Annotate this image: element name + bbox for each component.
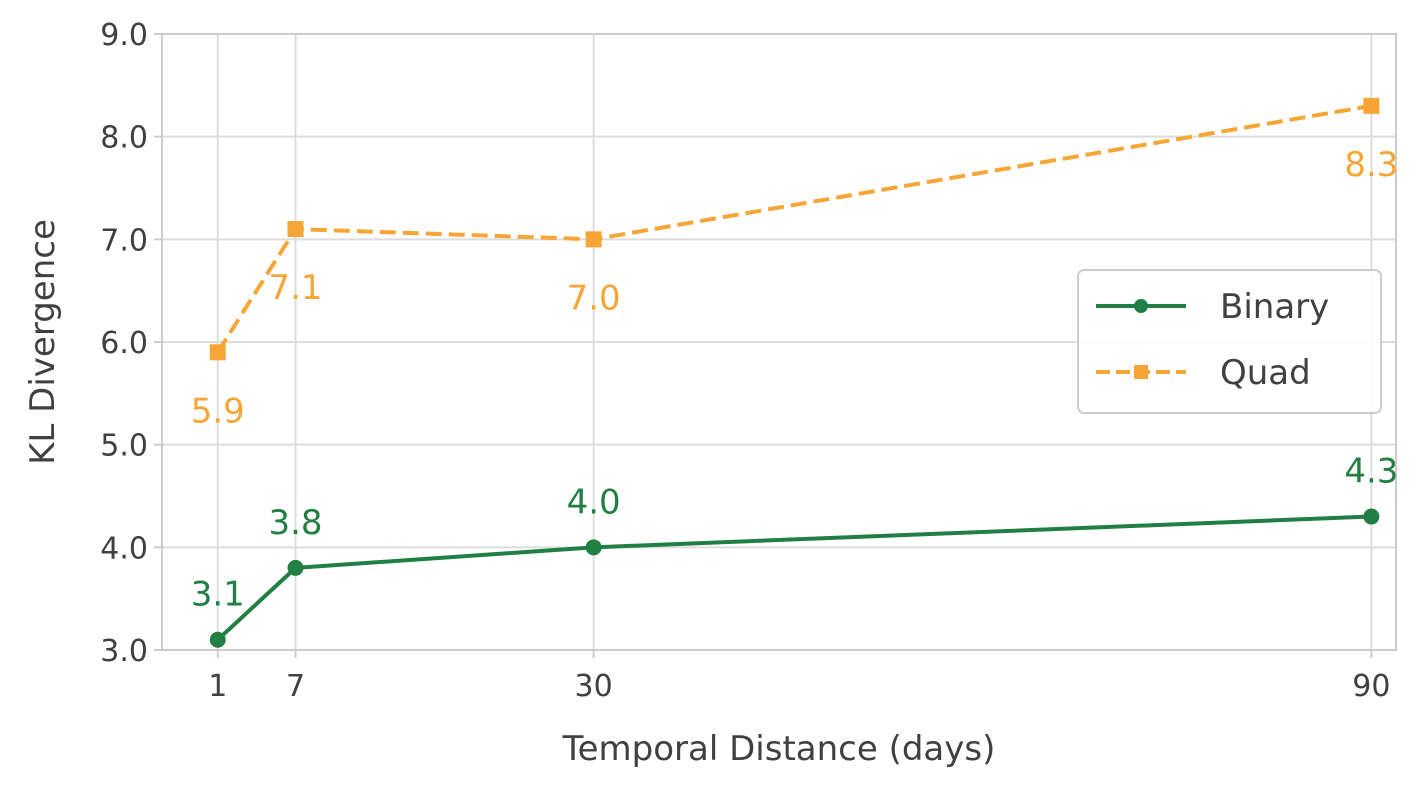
data-label-quad: 8.3 bbox=[1344, 145, 1398, 185]
x-tick-label: 1 bbox=[208, 669, 227, 704]
legend: Binary Quad bbox=[1077, 269, 1382, 414]
data-label-quad: 7.0 bbox=[567, 278, 621, 318]
x-tick-label: 7 bbox=[286, 669, 305, 704]
series-line-binary bbox=[216, 514, 1372, 642]
data-label-binary: 4.0 bbox=[567, 482, 621, 522]
series-lines bbox=[216, 103, 1372, 642]
point-quad bbox=[585, 231, 602, 248]
y-tick-label: 8.0 bbox=[100, 121, 148, 156]
legend-label-quad: Quad bbox=[1220, 353, 1311, 393]
y-tick-label: 4.0 bbox=[100, 531, 148, 566]
legend-binary-marker bbox=[1134, 299, 1148, 313]
y-tick-label: 3.0 bbox=[100, 634, 148, 669]
point-binary bbox=[585, 539, 602, 556]
y-tick-label: 7.0 bbox=[100, 223, 148, 258]
y-axis-ticks: 3.0 4.0 5.0 6.0 7.0 8.0 9.0 bbox=[100, 18, 162, 669]
series-markers bbox=[209, 97, 1380, 648]
x-axis-title: Temporal Distance (days) bbox=[562, 729, 996, 769]
data-label-binary: 3.1 bbox=[191, 575, 245, 615]
x-axis-ticks: 1 7 30 90 bbox=[208, 650, 1390, 704]
point-quad bbox=[1363, 97, 1380, 114]
data-label-binary: 3.8 bbox=[268, 503, 322, 543]
legend-quad-marker bbox=[1134, 365, 1148, 379]
series-line-quad bbox=[216, 103, 1372, 354]
data-label-binary: 4.3 bbox=[1344, 452, 1398, 492]
legend-label-binary: Binary bbox=[1220, 287, 1329, 327]
y-tick-label: 5.0 bbox=[100, 429, 148, 464]
point-quad bbox=[287, 221, 304, 238]
point-quad bbox=[209, 344, 226, 361]
point-binary bbox=[209, 631, 226, 648]
point-binary bbox=[1363, 508, 1380, 525]
y-axis-title: KL Divergence bbox=[23, 219, 63, 465]
x-tick-label: 30 bbox=[575, 669, 613, 704]
point-binary bbox=[287, 559, 304, 576]
x-tick-label: 90 bbox=[1352, 669, 1390, 704]
data-label-quad: 5.9 bbox=[191, 391, 245, 431]
y-tick-label: 9.0 bbox=[100, 18, 148, 53]
data-labels: 3.1 3.8 4.0 4.3 5.9 7.1 7.0 8.3 bbox=[191, 145, 1399, 615]
y-tick-label: 6.0 bbox=[100, 326, 148, 361]
data-label-quad: 7.1 bbox=[268, 268, 322, 308]
